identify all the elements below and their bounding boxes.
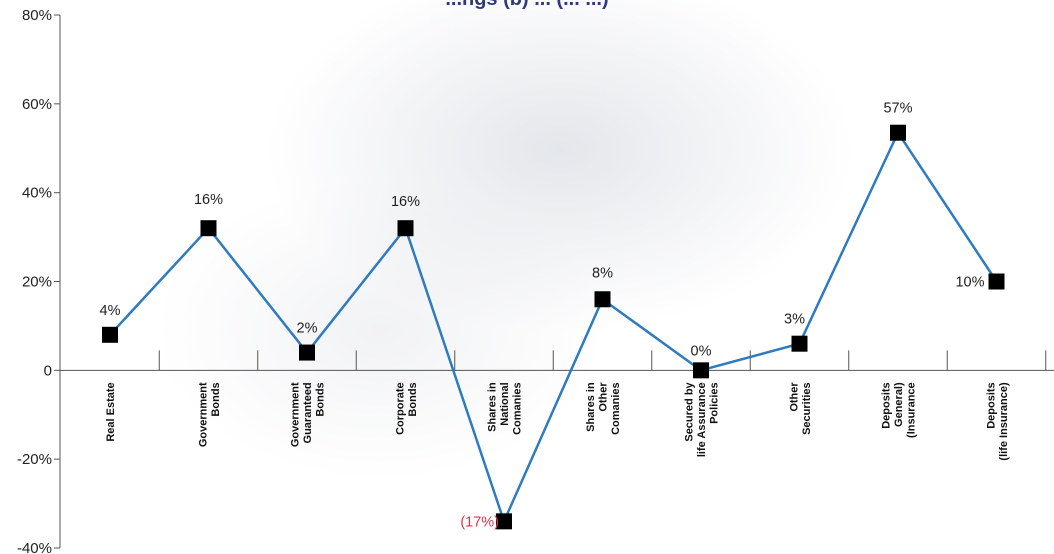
x-category-label-line: Other <box>788 382 800 412</box>
data-point-marker <box>693 362 709 379</box>
data-point-marker <box>594 291 611 308</box>
y-tick-label: 0 <box>44 362 52 379</box>
y-tick-label: -40% <box>17 540 52 554</box>
x-category-label-line: Deposits <box>985 382 997 428</box>
x-category-label: Deposits (life Insurance) <box>985 382 1010 461</box>
x-category-label: Other Securities <box>788 382 813 435</box>
x-category-label-line: life Assurance <box>696 382 708 457</box>
x-category-label-line: Other <box>598 382 610 412</box>
x-category-label-line: Secured by <box>684 381 696 441</box>
x-category-label-line: Government <box>197 382 209 447</box>
data-label: 3% <box>784 312 805 328</box>
x-category-label-line: Bonds <box>210 382 222 416</box>
y-tick-label: 40% <box>22 185 52 202</box>
x-category-label: Real Estate <box>105 382 117 441</box>
x-category-label-line: Deposits <box>881 382 893 428</box>
x-category-label-line: National <box>499 382 511 425</box>
x-category-label: Shares in National Comanies <box>487 382 524 435</box>
x-category-label: Shares in Other Comanies <box>585 382 622 435</box>
data-label: 0% <box>691 343 712 359</box>
x-category-label-line: Comanies <box>512 382 524 435</box>
data-point-marker <box>102 326 118 343</box>
data-label: 16% <box>194 192 223 208</box>
data-point-marker <box>397 220 414 237</box>
x-category-label: Government Bonds <box>197 382 222 447</box>
data-label: 57% <box>883 101 912 117</box>
data-point-marker <box>299 344 315 361</box>
x-category-label-line: (Insurance <box>906 382 918 438</box>
data-point-marker <box>890 124 906 141</box>
x-category-label-line: (life Insurance) <box>998 382 1010 461</box>
data-label: 4% <box>100 303 121 319</box>
x-category-label: Government Guaranteed Bonds <box>290 382 327 447</box>
x-category-label-line: Policies <box>709 382 721 424</box>
data-label: 2% <box>297 321 318 337</box>
x-category-label-line: Bonds <box>407 382 419 416</box>
data-label: 16% <box>391 194 420 210</box>
data-label: 10% <box>955 275 984 291</box>
y-tick-label: 80% <box>22 7 52 24</box>
data-point-marker <box>496 513 512 530</box>
x-category-label-line: Shares in <box>585 382 597 432</box>
x-category-label-line: Securities <box>801 382 813 435</box>
x-category-label-line: Shares in <box>487 382 499 432</box>
x-category-label: Secured by life Assurance Policies <box>684 381 721 457</box>
data-point-marker <box>200 220 217 237</box>
x-category-label-line: Guaranteed <box>302 382 314 443</box>
chart-title: ...ngs (b) ... (... ...) <box>0 0 1054 10</box>
x-category-label: Corporate Bonds <box>394 382 419 435</box>
series-line <box>109 131 998 523</box>
x-category-label-line: General) <box>893 382 905 427</box>
data-label: (17%) <box>460 514 499 530</box>
data-point-marker <box>791 335 808 352</box>
x-category-label-line: Real Estate <box>105 382 117 441</box>
data-point-marker <box>988 273 1005 290</box>
y-tick-label: -20% <box>17 451 52 468</box>
y-tick-label: 60% <box>22 96 52 113</box>
y-tick-label: 20% <box>22 274 52 291</box>
x-category-label: Deposits General) (Insurance <box>881 382 918 438</box>
x-category-label-line: Comanies <box>610 382 622 435</box>
x-category-label-line: Government <box>290 382 302 447</box>
x-category-label-line: Bonds <box>315 382 327 416</box>
x-category-label-line: Corporate <box>394 382 406 435</box>
data-label: 8% <box>592 265 613 281</box>
